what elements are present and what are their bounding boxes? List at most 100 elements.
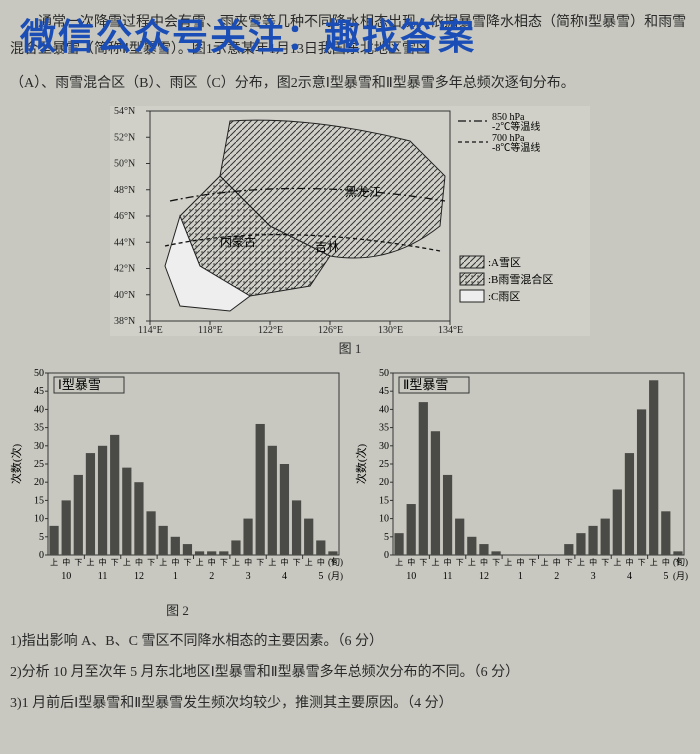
svg-text:50: 50 <box>379 368 389 379</box>
svg-text::C雨区: :C雨区 <box>488 291 520 303</box>
svg-text:15: 15 <box>379 495 389 506</box>
svg-text:15: 15 <box>34 495 44 506</box>
question-1: 1)指出影响 A、B、C 雪区不同降水相态的主要因素。（6 分） <box>10 629 690 654</box>
svg-text:Ⅱ型暴雪: Ⅱ型暴雪 <box>403 377 448 392</box>
label-heilongjiang: 黑龙江 <box>345 185 381 199</box>
svg-text:中: 中 <box>444 557 452 567</box>
svg-text:上: 上 <box>123 558 131 567</box>
svg-text:4: 4 <box>627 571 632 582</box>
svg-text:中: 中 <box>99 557 107 567</box>
svg-text:(月): (月) <box>673 571 688 581</box>
svg-text:下: 下 <box>256 558 264 567</box>
svg-text:2: 2 <box>209 571 214 582</box>
svg-text:11: 11 <box>98 571 108 582</box>
svg-text:(旬): (旬) <box>673 556 688 567</box>
question-2: 2)分析 10 月至次年 5 月东北地区Ⅰ型暴雪和Ⅱ型暴雪多年总频次分布的不同。… <box>10 660 690 685</box>
svg-text:46°N: 46°N <box>114 211 135 222</box>
svg-text:下: 下 <box>220 558 228 567</box>
svg-text:12: 12 <box>479 571 489 582</box>
chart-2-wrap: 05101520253035404550次数(次)上中下上中下上中下上中下上中下… <box>355 363 690 619</box>
svg-text:下: 下 <box>419 558 427 567</box>
svg-text::B雨雪混合区: :B雨雪混合区 <box>488 272 553 286</box>
chart-2: 05101520253035404550次数(次)上中下上中下上中下上中下上中下… <box>355 363 690 593</box>
svg-text:35: 35 <box>34 422 44 433</box>
svg-text:45: 45 <box>379 386 389 397</box>
svg-text:3: 3 <box>246 571 251 582</box>
svg-text:35: 35 <box>379 422 389 433</box>
svg-text:11: 11 <box>443 571 453 582</box>
svg-text:0: 0 <box>39 550 44 561</box>
svg-text:上: 上 <box>268 558 276 567</box>
chart-1-caption: 图 2 <box>10 600 345 619</box>
svg-text:5: 5 <box>318 571 323 582</box>
svg-text:下: 下 <box>183 558 191 567</box>
svg-text:上: 上 <box>232 558 240 567</box>
svg-text:12: 12 <box>134 571 144 582</box>
svg-text:5: 5 <box>39 532 44 543</box>
svg-text:122°E: 122°E <box>258 325 283 336</box>
svg-text:42°N: 42°N <box>114 263 135 274</box>
svg-text:134°E: 134°E <box>438 325 463 336</box>
map-svg: 54°N52°N50°N48°N46°N44°N42°N40°N38°N 114… <box>110 106 590 336</box>
svg-text:54°N: 54°N <box>114 106 135 117</box>
svg-text:中: 中 <box>171 557 179 567</box>
svg-text:下: 下 <box>293 558 301 567</box>
svg-text:4: 4 <box>282 571 287 582</box>
svg-text:中: 中 <box>317 557 325 567</box>
svg-text:下: 下 <box>601 558 609 567</box>
svg-text:上: 上 <box>305 558 313 567</box>
svg-text:下: 下 <box>528 558 536 567</box>
svg-text:次数(次): 次数(次) <box>355 443 368 484</box>
svg-text:48°N: 48°N <box>114 185 135 196</box>
svg-text:10: 10 <box>61 571 71 582</box>
svg-text:30: 30 <box>34 441 44 452</box>
svg-text:上: 上 <box>395 558 403 567</box>
svg-text:2: 2 <box>554 571 559 582</box>
svg-text:中: 中 <box>553 557 561 567</box>
svg-text:中: 中 <box>135 557 143 567</box>
svg-text:38°N: 38°N <box>114 316 135 327</box>
svg-text:上: 上 <box>196 558 204 567</box>
svg-text:40: 40 <box>34 404 44 415</box>
svg-text:中: 中 <box>625 557 633 567</box>
svg-text:下: 下 <box>456 558 464 567</box>
questions-block: 1)指出影响 A、B、C 雪区不同降水相态的主要因素。（6 分） 2)分析 10… <box>10 629 690 717</box>
svg-text:44°N: 44°N <box>114 237 135 248</box>
svg-text:上: 上 <box>86 558 94 567</box>
svg-text:118°E: 118°E <box>198 325 223 336</box>
svg-text:30: 30 <box>379 441 389 452</box>
svg-text:40: 40 <box>379 404 389 415</box>
svg-text:3: 3 <box>591 571 596 582</box>
svg-text:上: 上 <box>468 558 476 567</box>
svg-text:中: 中 <box>244 557 252 567</box>
svg-text:114°E: 114°E <box>138 325 163 336</box>
svg-text:下: 下 <box>147 558 155 567</box>
svg-text:(月): (月) <box>328 571 343 581</box>
svg-text:上: 上 <box>613 558 621 567</box>
svg-text:下: 下 <box>638 558 646 567</box>
map-figure: 54°N52°N50°N48°N46°N44°N42°N40°N38°N 114… <box>110 106 590 357</box>
svg-text:0: 0 <box>384 550 389 561</box>
svg-text:10: 10 <box>406 571 416 582</box>
svg-text:25: 25 <box>379 459 389 470</box>
svg-text:中: 中 <box>407 557 415 567</box>
svg-text::A雪区: :A雪区 <box>488 256 521 269</box>
svg-text:中: 中 <box>480 557 488 567</box>
svg-text:10: 10 <box>379 513 389 524</box>
svg-text:下: 下 <box>492 558 500 567</box>
svg-text:5: 5 <box>663 571 668 582</box>
svg-text:下: 下 <box>111 558 119 567</box>
svg-text:50°N: 50°N <box>114 158 135 169</box>
svg-text:40°N: 40°N <box>114 290 135 301</box>
zone-legend: :A雪区 :B雨雪混合区 :C雨区 <box>460 256 553 303</box>
label-jilin: 吉林 <box>315 240 339 254</box>
svg-text:-2℃等温线: -2℃等温线 <box>492 120 540 133</box>
chart-1: 05101520253035404550次数(次)上中下上中下上中下上中下上中下… <box>10 363 345 593</box>
svg-text:次数(次): 次数(次) <box>10 443 23 484</box>
svg-text:1: 1 <box>518 571 523 582</box>
svg-text:中: 中 <box>208 557 216 567</box>
svg-text:上: 上 <box>541 558 549 567</box>
svg-text:(旬): (旬) <box>328 556 343 567</box>
question-3: 3)1 月前后Ⅰ型暴雪和Ⅱ型暴雪发生频次均较少，推测其主要原因。（4 分） <box>10 691 690 716</box>
svg-text:中: 中 <box>516 557 524 567</box>
